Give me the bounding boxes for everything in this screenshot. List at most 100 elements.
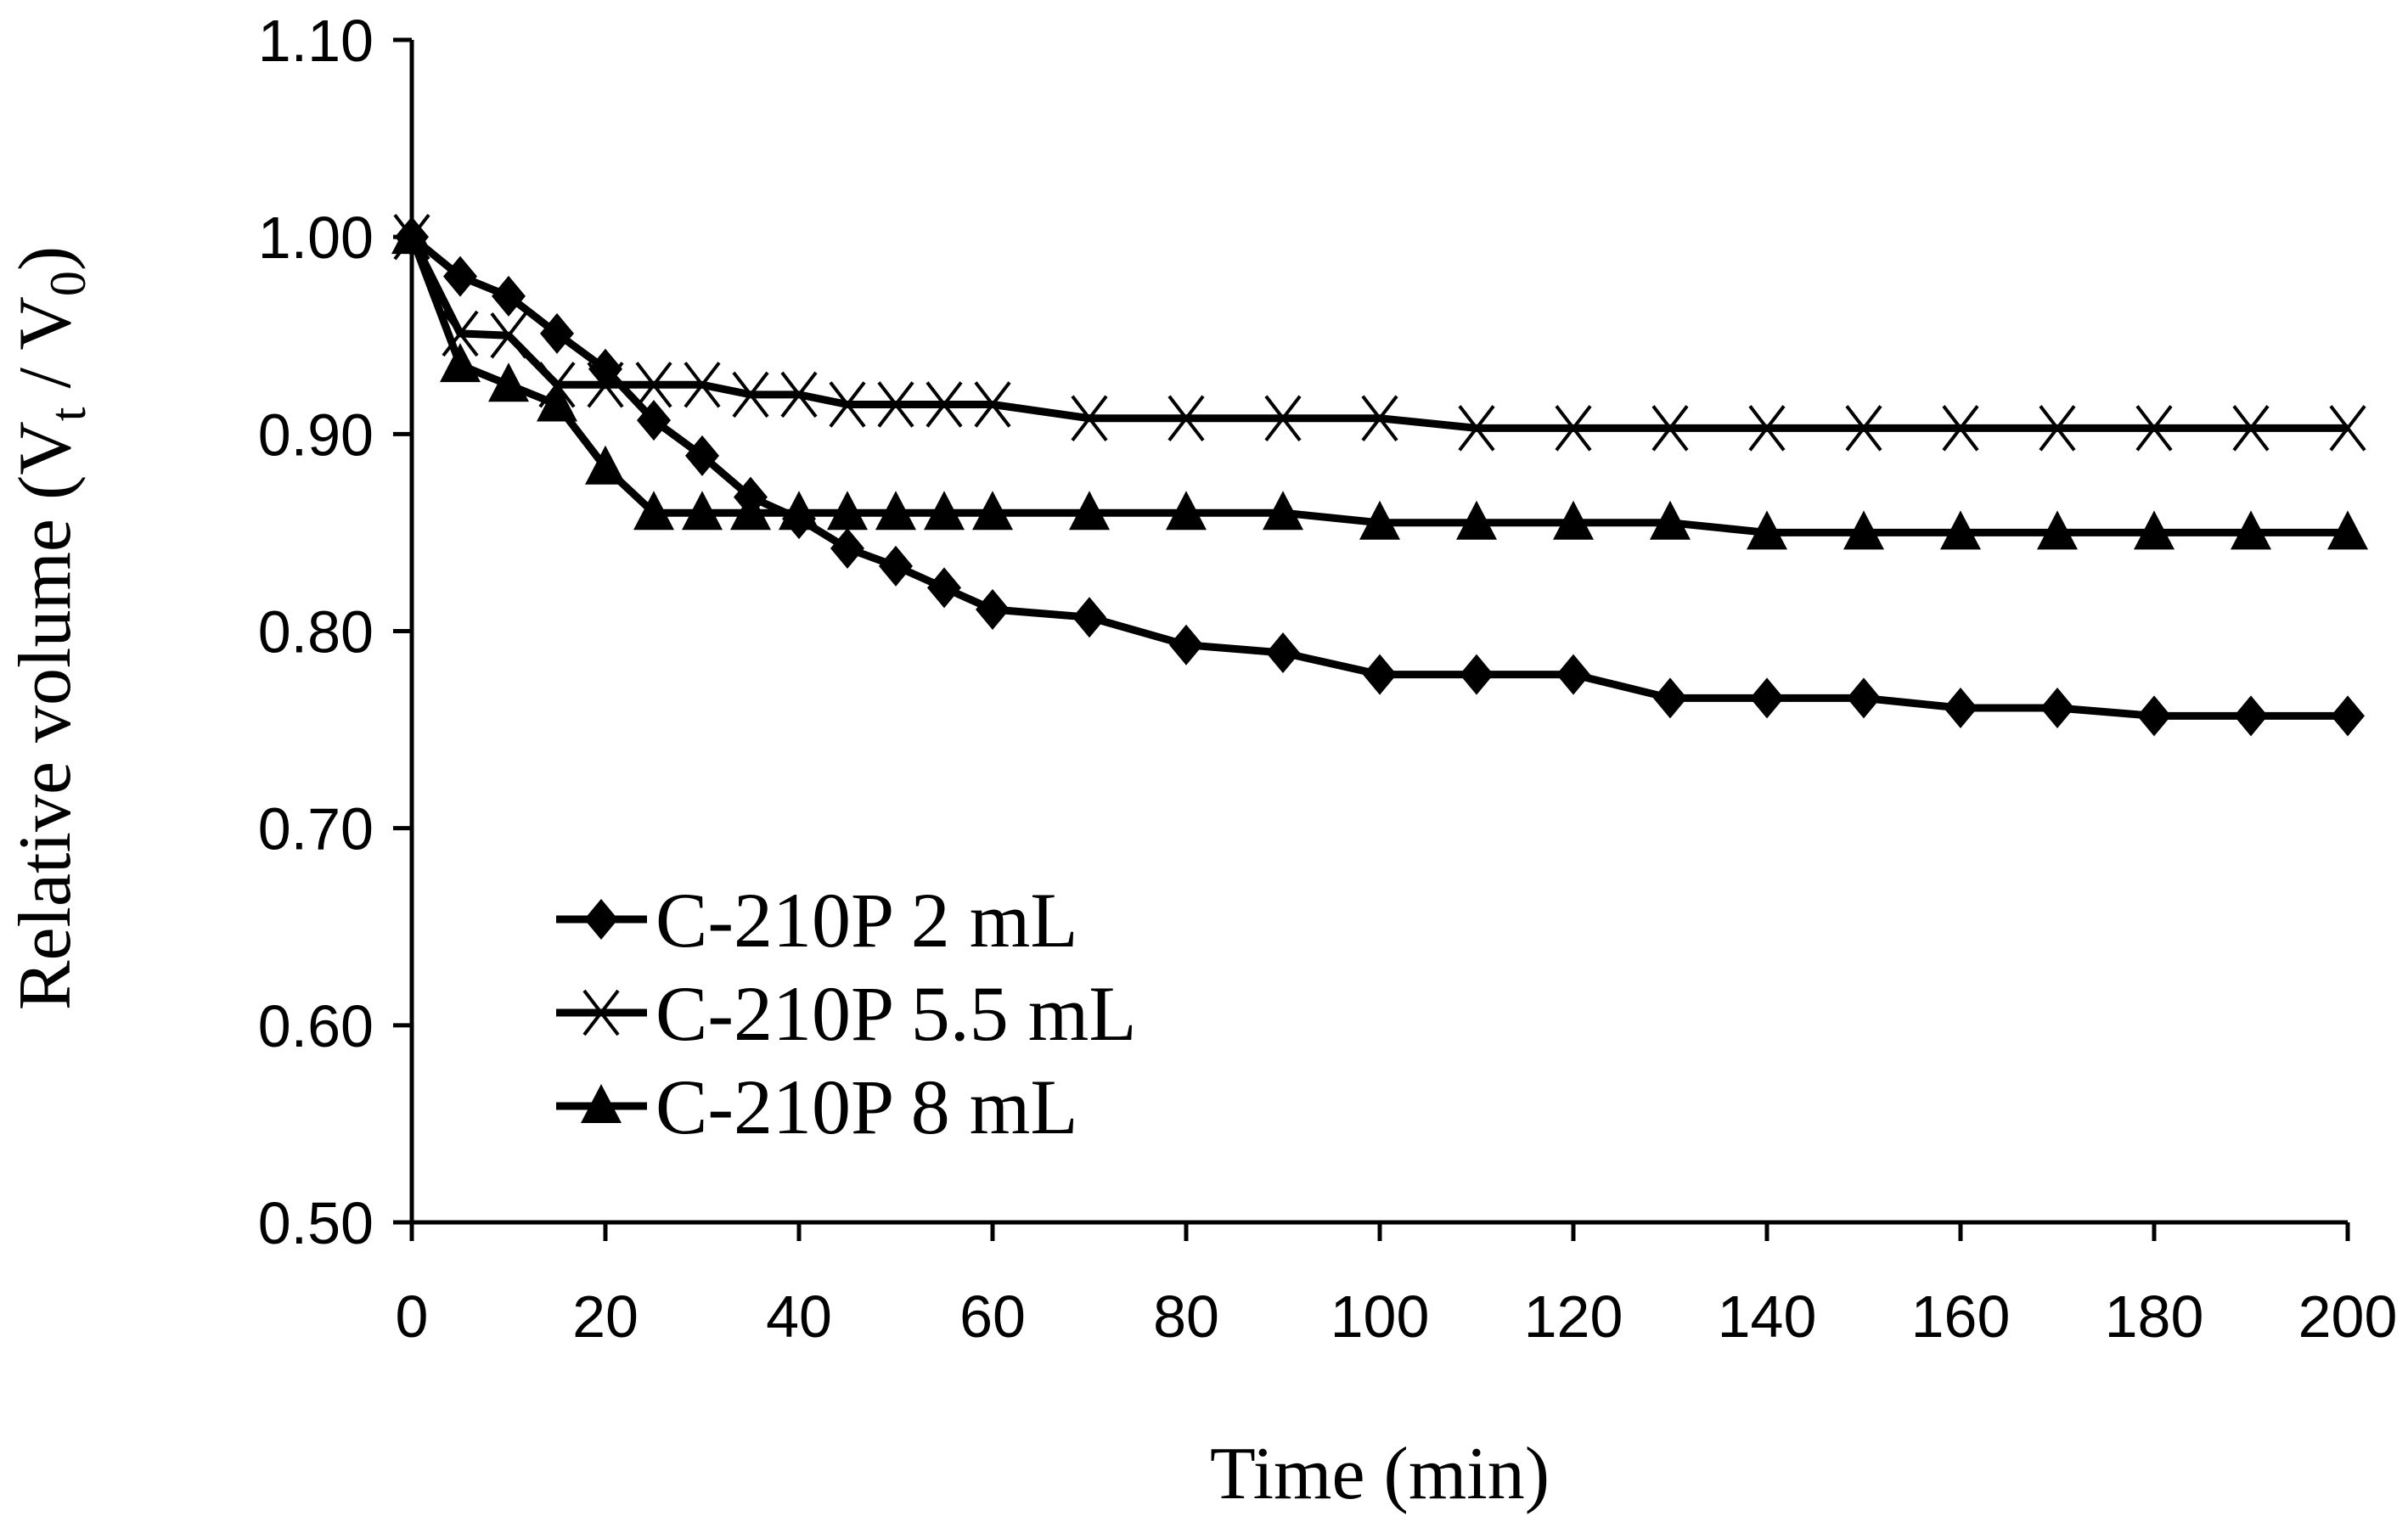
x-marker — [877, 381, 914, 428]
tick-labels: 0.50 0.60 0.70 0.80 0.90 1.00 1.10 0 20 40 60 80 100… — [258, 8, 2398, 1350]
triangle-marker — [730, 491, 771, 531]
diamond-marker — [2040, 688, 2074, 729]
diamond-marker — [927, 567, 961, 609]
x-marker — [1361, 395, 1398, 441]
triangle-marker — [1263, 491, 1303, 531]
diamond-marker — [443, 256, 477, 297]
y-tick-label: 0.90 — [258, 402, 374, 468]
legend-label: C-210P 5.5 mL — [655, 970, 1137, 1057]
triangle-marker — [682, 491, 723, 531]
diamond-marker — [540, 312, 574, 354]
triangle-marker — [2231, 510, 2271, 550]
x-axis-title: Time (min) — [1210, 1433, 1550, 1515]
diamond-marker — [2234, 695, 2268, 737]
legend-entry: C-210P 5.5 mL — [556, 970, 1137, 1057]
y-tick-label: 0.50 — [258, 1190, 374, 1256]
axes — [393, 37, 2350, 1241]
x-tick-label: 160 — [1911, 1283, 2011, 1350]
diamond-marker — [1169, 624, 1203, 666]
x-tick-label: 80 — [1153, 1283, 1219, 1350]
series-line — [408, 235, 2348, 432]
x-tick-label: 60 — [959, 1283, 1026, 1350]
x-marker — [587, 362, 624, 408]
legend: C-210P 2 mLC-210P 5.5 mLC-210P 8 mL — [556, 877, 1137, 1150]
triangle-marker — [633, 491, 674, 531]
triangle-marker — [440, 343, 481, 383]
legend-label: C-210P 2 mL — [655, 877, 1078, 963]
x-marker — [1942, 405, 1979, 452]
diamond-marker — [492, 275, 526, 317]
diamond-marker — [2331, 695, 2365, 737]
triangle-marker — [2134, 510, 2175, 550]
x-marker — [1555, 405, 1592, 452]
triangle-marker — [1456, 500, 1497, 540]
x-marker — [684, 362, 721, 408]
diamond-marker — [1556, 654, 1590, 695]
diamond-marker — [1072, 597, 1106, 638]
x-marker — [829, 381, 866, 428]
x-marker — [1264, 395, 1302, 441]
x-marker — [780, 371, 818, 418]
series-x — [393, 213, 2366, 452]
y-axis-title: Relative volume (Vt / V0) — [4, 246, 96, 1010]
y-tick-label: 0.70 — [258, 796, 374, 862]
triangle-marker — [924, 491, 965, 531]
series-group — [391, 213, 2368, 737]
triangle-marker — [1553, 500, 1594, 540]
triangle-marker — [1650, 500, 1691, 540]
triangle-marker — [581, 1084, 622, 1123]
triangle-marker — [2327, 510, 2368, 550]
diamond-marker — [1847, 677, 1881, 719]
x-tick-label: 20 — [572, 1283, 639, 1350]
x-tick-label: 0 — [396, 1283, 429, 1350]
diamond-marker — [1653, 677, 1687, 719]
diamond-marker — [685, 435, 719, 476]
triangle-marker — [585, 445, 626, 485]
triangle-marker — [1359, 500, 1400, 540]
x-marker — [2135, 405, 2173, 452]
y-tick-label: 1.10 — [258, 8, 374, 74]
x-tick-label: 120 — [1524, 1283, 1623, 1350]
triangle-marker — [875, 491, 916, 531]
diamond-marker — [1266, 632, 1300, 674]
diamond-marker — [1750, 677, 1784, 719]
x-tick-label: 100 — [1331, 1283, 1430, 1350]
triangle-marker — [488, 362, 529, 402]
x-marker — [732, 371, 769, 418]
series-line — [409, 233, 2348, 720]
x-marker — [1845, 405, 1882, 452]
diamond-marker — [830, 527, 864, 569]
x-marker — [582, 989, 620, 1036]
x-marker — [1071, 395, 1108, 441]
diamond-marker — [1363, 654, 1397, 695]
diamond-marker — [2137, 695, 2171, 737]
x-marker — [1458, 405, 1495, 452]
diamond-marker — [1460, 654, 1494, 695]
y-tick-label: 1.00 — [258, 205, 374, 271]
triangle-marker — [1069, 491, 1110, 531]
x-marker — [490, 312, 527, 359]
x-tick-label: 140 — [1718, 1283, 1817, 1350]
diamond-marker — [1944, 688, 1978, 729]
series-triangle — [391, 215, 2368, 550]
x-marker — [2039, 405, 2076, 452]
x-marker — [442, 310, 479, 357]
triangle-marker — [779, 491, 819, 531]
legend-label: C-210P 8 mL — [655, 1064, 1078, 1150]
triangle-marker — [1166, 491, 1207, 531]
triangle-marker — [972, 491, 1013, 531]
legend-entry: C-210P 2 mL — [556, 877, 1078, 963]
triangle-marker — [2037, 510, 2078, 550]
x-marker — [2232, 405, 2270, 452]
triangle-marker — [827, 491, 868, 531]
legend-entry: C-210P 8 mL — [556, 1064, 1078, 1150]
x-tick-label: 40 — [766, 1283, 832, 1350]
triangle-marker — [1747, 510, 1787, 550]
y-tick-label: 0.60 — [258, 993, 374, 1059]
y-tick-label: 0.80 — [258, 599, 374, 666]
diamond-marker — [588, 348, 622, 390]
x-marker — [2329, 405, 2366, 452]
x-marker — [1651, 405, 1689, 452]
triangle-marker — [1843, 510, 1884, 550]
